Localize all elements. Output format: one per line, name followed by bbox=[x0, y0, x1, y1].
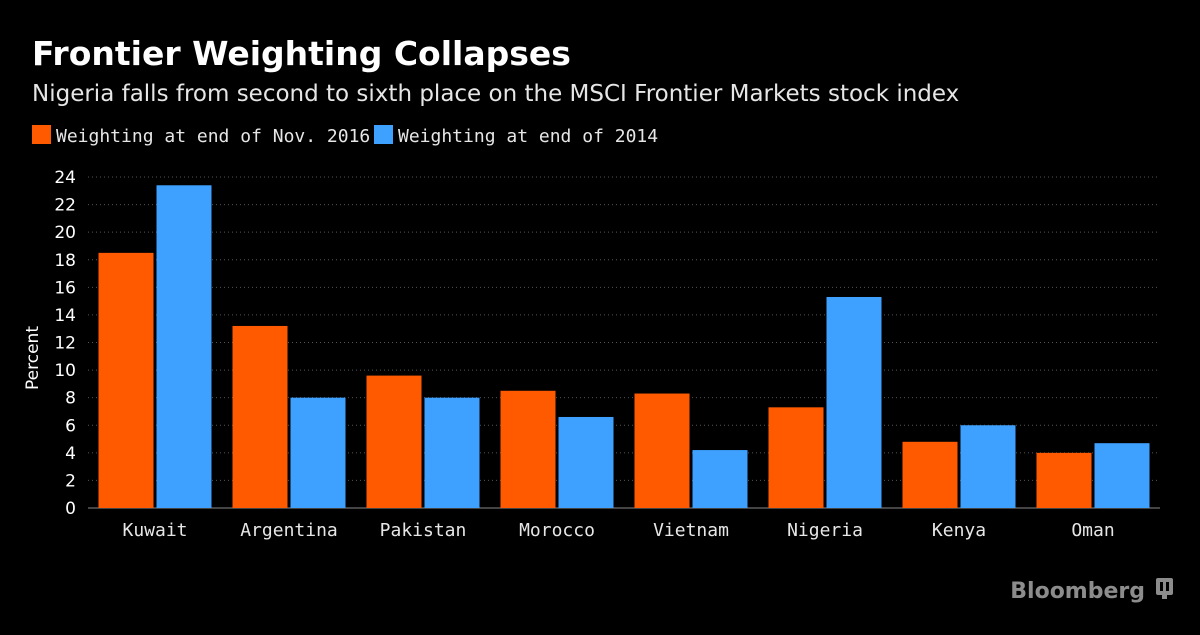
legend-label-nov-2016: Weighting at end of Nov. 2016 bbox=[56, 126, 370, 147]
category-label-kenya: Kenya bbox=[932, 520, 986, 541]
bloomberg-terminal-icon bbox=[1156, 578, 1173, 599]
legend: Weighting at end of Nov. 2016 Weighting … bbox=[32, 125, 658, 147]
bar-vietnam-nov-2016 bbox=[634, 393, 690, 508]
y-tick-label: 20 bbox=[54, 223, 76, 243]
y-tick-label: 6 bbox=[65, 416, 76, 436]
bar-oman-nov-2016 bbox=[1036, 452, 1092, 508]
bar-pakistan-nov-2016 bbox=[366, 375, 422, 508]
y-tick-label: 22 bbox=[54, 196, 76, 216]
y-axis-title: Percent bbox=[23, 326, 43, 390]
bar-kuwait-2014 bbox=[156, 185, 212, 508]
bloomberg-logo: Bloomberg bbox=[1010, 578, 1173, 604]
y-tick-label: 16 bbox=[54, 278, 76, 298]
brand-text: Bloomberg bbox=[1010, 579, 1145, 604]
chart-subtitle: Nigeria falls from second to sixth place… bbox=[32, 81, 959, 107]
y-tick-label: 12 bbox=[54, 334, 76, 354]
category-label-argentina: Argentina bbox=[240, 520, 338, 541]
legend-swatch-nov-2016 bbox=[32, 125, 51, 144]
bar-nigeria-nov-2016 bbox=[768, 407, 824, 508]
bar-nigeria-2014 bbox=[826, 296, 882, 508]
y-tick-label: 10 bbox=[54, 361, 76, 381]
y-tick-label: 24 bbox=[54, 168, 76, 188]
bar-pakistan-2014 bbox=[424, 397, 480, 508]
bar-vietnam-2014 bbox=[692, 450, 748, 508]
legend-swatch-2014 bbox=[374, 125, 393, 144]
y-tick-label: 18 bbox=[54, 251, 76, 271]
y-tick-label: 2 bbox=[65, 471, 76, 491]
gridlines bbox=[88, 176, 1160, 509]
bar-morocco-nov-2016 bbox=[500, 390, 556, 508]
y-tick-label: 0 bbox=[65, 499, 76, 519]
bar-oman-2014 bbox=[1094, 443, 1150, 508]
y-tick-label: 14 bbox=[54, 306, 76, 326]
category-label-kuwait: Kuwait bbox=[122, 520, 187, 541]
y-tick-label: 8 bbox=[65, 389, 76, 409]
bar-argentina-2014 bbox=[290, 397, 346, 508]
y-tick-label: 4 bbox=[65, 444, 76, 464]
category-label-pakistan: Pakistan bbox=[380, 520, 467, 541]
chart-title: Frontier Weighting Collapses bbox=[32, 34, 571, 73]
bars bbox=[98, 185, 1150, 508]
bar-kenya-nov-2016 bbox=[902, 441, 958, 508]
category-label-morocco: Morocco bbox=[519, 520, 595, 541]
x-axis-categories: Kuwait Argentina Pakistan Morocco Vietnam Nig… bbox=[122, 520, 1114, 541]
bar-argentina-nov-2016 bbox=[232, 325, 288, 508]
bar-kenya-2014 bbox=[960, 425, 1016, 508]
bar-kuwait-nov-2016 bbox=[98, 252, 154, 508]
category-label-oman: Oman bbox=[1071, 520, 1114, 541]
legend-label-2014: Weighting at end of 2014 bbox=[398, 126, 658, 147]
category-label-nigeria: Nigeria bbox=[787, 520, 863, 541]
bar-morocco-2014 bbox=[558, 416, 614, 508]
category-label-vietnam: Vietnam bbox=[653, 520, 729, 541]
